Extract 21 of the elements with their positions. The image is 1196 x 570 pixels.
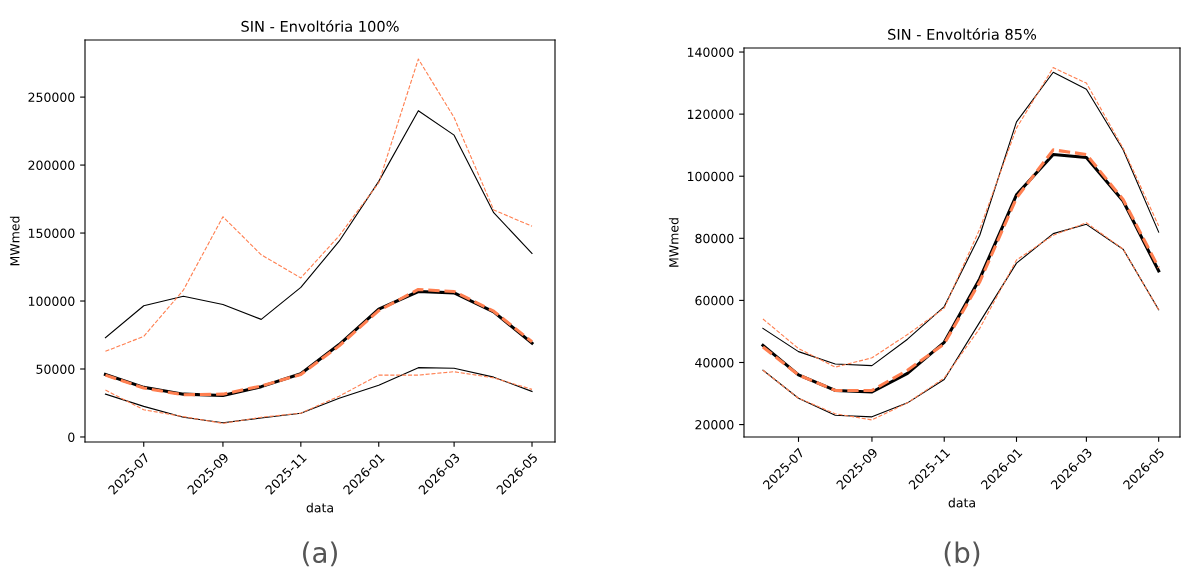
text: (a): [303, 541, 337, 567]
y-tick-label: 80000: [695, 233, 734, 244]
y-tick-label: 100000: [687, 171, 734, 182]
y-tick-label: 250000: [28, 92, 75, 103]
chart-title: SIN - Envoltória 85%: [888, 28, 1037, 40]
text: (b): [944, 541, 980, 567]
y-tick-label: 120000: [687, 109, 734, 120]
y-tick-label: 200000: [28, 160, 75, 170]
x-axis-title: data: [948, 497, 975, 508]
y-tick-label: 20000: [695, 420, 734, 430]
y-tick-label: 150000: [28, 228, 75, 238]
x-axis-title: data: [306, 502, 333, 513]
y-axis-title: MWmed: [9, 216, 20, 266]
y-tick-label: 50000: [36, 364, 75, 374]
y-tick-label: 60000: [695, 295, 734, 306]
y-tick-label: 140000: [687, 47, 734, 57]
y-tick-label: 0: [68, 432, 75, 442]
chart-title: SIN - Envoltória 100%: [241, 20, 399, 32]
y-tick-label: 100000: [28, 296, 75, 306]
y-tick-label: 40000: [695, 357, 734, 368]
y-axis-title: MWmed: [668, 218, 679, 267]
